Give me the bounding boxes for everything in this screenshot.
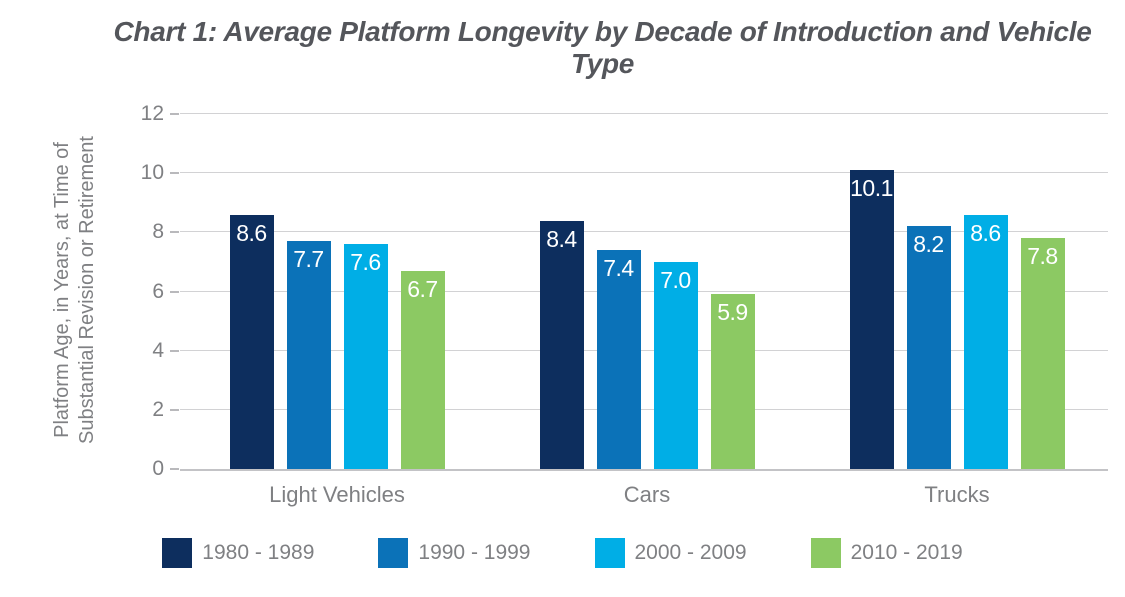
bar-value-label: 8.2 bbox=[913, 231, 944, 258]
bar: 7.4 bbox=[596, 250, 641, 469]
legend-swatch bbox=[810, 538, 841, 568]
x-category-label: Trucks bbox=[924, 482, 990, 507]
gridline bbox=[180, 231, 1108, 233]
bar-value-label: 7.4 bbox=[603, 255, 634, 282]
plot-area: 8.6 7.7 7.6 6.7 8.4 7.4 7.0 5.9 10.1 8.2 8.6 7.8 bbox=[180, 113, 1108, 471]
y-axis-label-line-2: Substantial Revision or Retirement bbox=[76, 136, 98, 444]
bar-value-label: 10.1 bbox=[850, 175, 893, 202]
y-tick-mark bbox=[170, 113, 179, 115]
gridline bbox=[180, 172, 1108, 174]
y-tick-mark bbox=[170, 349, 179, 352]
bar-value-label: 8.6 bbox=[236, 219, 267, 246]
gridline bbox=[180, 349, 1108, 351]
y-tick-label: 10 bbox=[140, 161, 164, 185]
gridline bbox=[180, 408, 1108, 410]
bar: 8.2 bbox=[906, 226, 951, 469]
bar-value-label: 8.6 bbox=[970, 219, 1001, 246]
bar: 7.6 bbox=[343, 244, 388, 469]
bar: 7.0 bbox=[653, 261, 698, 469]
gridline bbox=[180, 113, 1108, 114]
y-tick-mark bbox=[170, 408, 179, 411]
x-axis-baseline bbox=[180, 469, 1108, 471]
y-tick-label: 4 bbox=[152, 338, 164, 362]
x-category-label: Cars bbox=[623, 482, 671, 507]
bar: 6.7 bbox=[400, 270, 445, 469]
bar: 5.9 bbox=[710, 294, 755, 469]
y-tick-label: 6 bbox=[152, 279, 164, 303]
legend-label: 2010 - 2019 bbox=[850, 541, 963, 564]
legend-item: 1990 - 1999 bbox=[378, 538, 531, 568]
legend-label: 2000 - 2009 bbox=[634, 541, 747, 564]
bar-value-label: 7.7 bbox=[293, 246, 324, 273]
legend-label: 1980 - 1989 bbox=[202, 541, 315, 564]
y-tick-label: 2 bbox=[152, 397, 164, 421]
bar: 8.6 bbox=[229, 214, 274, 469]
y-axis-label-line-1: Platform Age, in Years, at Time of bbox=[51, 142, 73, 438]
bar: 7.7 bbox=[286, 241, 331, 469]
legend-swatch bbox=[378, 538, 409, 568]
legend: 1980 - 1989 1990 - 1999 2000 - 2009 2010 - … bbox=[0, 538, 1125, 568]
y-tick-label: 12 bbox=[140, 102, 164, 125]
bar: 7.8 bbox=[1020, 238, 1065, 469]
y-tick-mark bbox=[170, 172, 179, 175]
bar-value-label: 8.4 bbox=[546, 225, 577, 252]
y-axis-label: Platform Age, in Years, at Time of Subst… bbox=[50, 112, 100, 468]
legend-swatch bbox=[162, 538, 193, 568]
x-category-label: Light Vehicles bbox=[269, 482, 405, 507]
legend-item: 1980 - 1989 bbox=[162, 538, 314, 568]
bar-value-label: 7.8 bbox=[1027, 243, 1058, 270]
bar-value-label: 6.7 bbox=[407, 275, 438, 302]
bar: 8.6 bbox=[963, 214, 1008, 469]
y-tick-mark bbox=[170, 468, 179, 470]
gridline bbox=[180, 290, 1108, 292]
legend-item: 2010 - 2019 bbox=[810, 538, 963, 568]
bar-value-label: 7.0 bbox=[660, 266, 691, 293]
bar: 10.1 bbox=[849, 170, 894, 469]
y-tick-label: 0 bbox=[152, 457, 164, 480]
bar: 8.4 bbox=[539, 220, 584, 469]
legend-label: 1990 - 1999 bbox=[418, 541, 531, 564]
y-tick-mark bbox=[170, 290, 179, 293]
chart-title: Chart 1: Average Platform Longevity by D… bbox=[113, 16, 1092, 79]
legend-item: 2000 - 2009 bbox=[594, 538, 747, 568]
legend-swatch bbox=[594, 538, 625, 568]
y-tick-mark bbox=[170, 231, 179, 234]
bar-value-label: 7.6 bbox=[350, 249, 381, 276]
y-tick-label: 8 bbox=[152, 220, 164, 244]
bar-value-label: 5.9 bbox=[717, 299, 748, 326]
